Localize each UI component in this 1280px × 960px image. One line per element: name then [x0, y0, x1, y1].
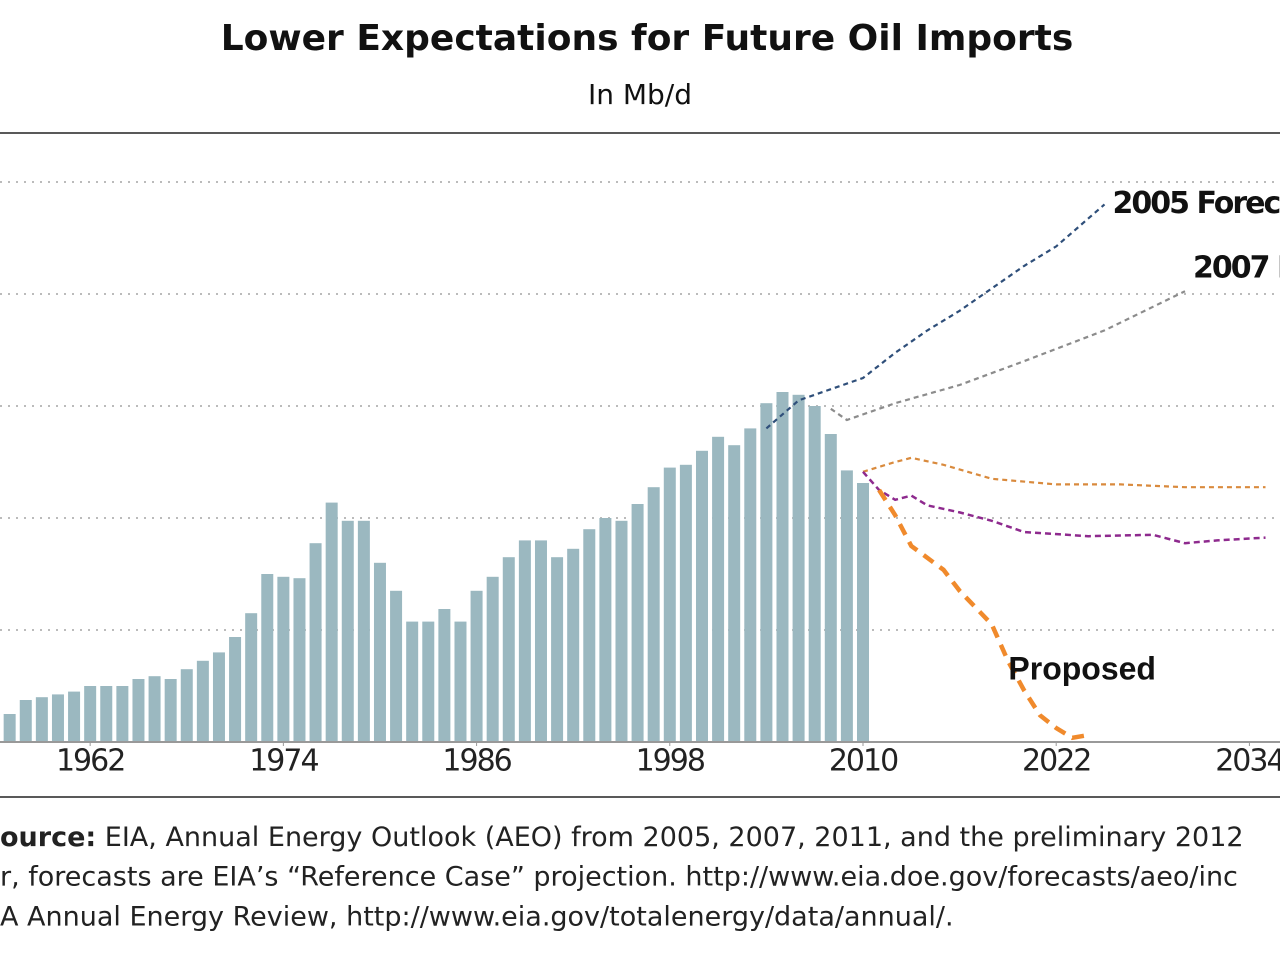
- series-label: Proposed: [1008, 650, 1156, 686]
- series-label: 2007 F: [1193, 251, 1280, 286]
- bar: [180, 669, 193, 742]
- bar: [277, 576, 290, 742]
- x-tick-label: 1962: [56, 744, 124, 779]
- bar: [840, 470, 853, 742]
- bar: [341, 520, 354, 742]
- source-line: A Annual Energy Review, http://www.eia.g…: [0, 902, 954, 933]
- x-tick-label: 2022: [1022, 744, 1090, 779]
- bar: [599, 518, 612, 742]
- bar: [51, 694, 64, 742]
- forecast-line: [830, 290, 1186, 422]
- series-label: 2005 Forecas: [1113, 186, 1280, 221]
- bar: [84, 686, 97, 742]
- forecast-line: [862, 470, 1266, 545]
- bar: [486, 576, 499, 742]
- bar: [502, 557, 515, 742]
- bar: [792, 394, 805, 742]
- bar: [551, 557, 564, 742]
- bar: [438, 609, 451, 742]
- bar: [325, 502, 338, 742]
- bar: [518, 540, 531, 742]
- bar: [470, 590, 483, 742]
- source-text: EIA, Annual Energy Outlook (AEO) from 20…: [96, 822, 1243, 853]
- forecast-line: [765, 203, 1106, 430]
- x-tick-label: 1998: [636, 744, 705, 779]
- bar: [245, 613, 258, 742]
- bar: [760, 403, 773, 742]
- bar: [148, 676, 161, 742]
- bar: [196, 660, 209, 742]
- bar: [309, 543, 322, 742]
- forecast-line: [862, 456, 1266, 489]
- source-line: r, forecasts are EIA’s “Reference Case” …: [0, 862, 1238, 893]
- x-tick-label: 2010: [829, 744, 898, 779]
- source-line: ource: EIA, Annual Energy Outlook (AEO) …: [0, 822, 1244, 853]
- bar: [406, 621, 419, 742]
- bar: [744, 428, 757, 742]
- bar: [357, 520, 370, 742]
- bar: [390, 590, 403, 742]
- bar: [19, 700, 32, 742]
- bar: [261, 574, 274, 742]
- bar: [229, 637, 242, 742]
- bar: [583, 529, 596, 742]
- bar: [132, 679, 145, 742]
- bar: [422, 621, 435, 742]
- bar: [647, 487, 660, 742]
- source-label: ource:: [0, 822, 96, 853]
- bar: [212, 652, 225, 742]
- bar: [615, 520, 628, 742]
- forecast-line: [877, 488, 1089, 741]
- bar: [679, 464, 692, 742]
- bar: [712, 436, 725, 742]
- bar: [567, 548, 580, 742]
- bar: [695, 450, 708, 742]
- bar: [35, 697, 48, 742]
- bar: [164, 679, 177, 742]
- x-tick-label: 2034: [1215, 744, 1280, 779]
- bar: [293, 578, 306, 742]
- bar: [663, 467, 676, 742]
- bar: [856, 483, 869, 742]
- bar: [454, 621, 467, 742]
- chart-subtitle: In Mb/d: [588, 78, 692, 111]
- chart-title: Lower Expectations for Future Oil Import…: [221, 18, 1074, 59]
- bar: [116, 686, 129, 742]
- bar: [776, 392, 789, 742]
- bar: [68, 691, 81, 742]
- bar: [100, 686, 113, 742]
- bar: [728, 445, 741, 742]
- bar: [824, 434, 837, 742]
- x-tick-label: 1986: [442, 744, 511, 779]
- bar: [534, 540, 547, 742]
- bar: [631, 504, 644, 742]
- bar: [3, 714, 16, 742]
- x-tick-label: 1974: [249, 744, 318, 779]
- bar: [373, 562, 386, 742]
- bar: [808, 406, 821, 742]
